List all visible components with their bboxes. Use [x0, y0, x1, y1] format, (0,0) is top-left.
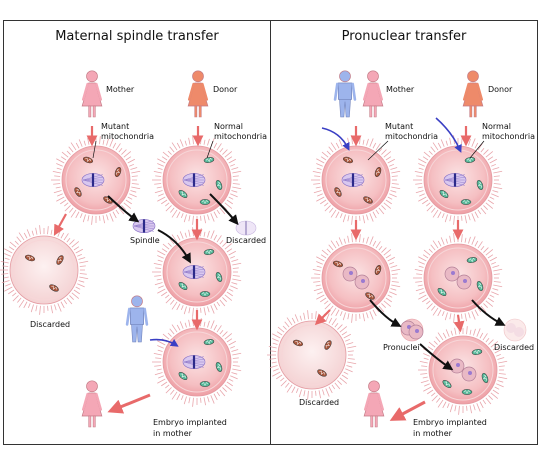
left-mother-figure [81, 70, 103, 118]
right-donor-zygote [413, 135, 503, 225]
right-mutant-label-2: mitochondria [385, 132, 438, 141]
right-mother-label: Mother [386, 85, 415, 94]
left-panel-title: Maternal spindle transfer [55, 29, 219, 44]
left-sperm-donor-figure [125, 295, 149, 343]
right-reconstructed-embryo [418, 325, 508, 415]
right-arrow-sperm-donor [435, 117, 462, 153]
left-arrow-discard [53, 213, 67, 236]
left-arrow-spindle-out [107, 195, 140, 223]
left-arrow-implant [107, 393, 151, 414]
right-arrow-implant [389, 400, 426, 421]
right-discarded-right-label: Discarded [494, 343, 534, 352]
left-donor-label: Donor [213, 85, 238, 94]
right-arrow-donor-pn-out [471, 299, 506, 326]
right-panel-title: Pronuclear transfer [342, 29, 467, 44]
left-mutant-label-2: mitochondria [101, 132, 154, 141]
right-mother-pronuclear [311, 233, 401, 323]
left-discarded-left-label: Discarded [30, 320, 70, 329]
left-reconstructed-oocyte [152, 227, 242, 317]
left-arrow-sperm [149, 338, 179, 347]
extracted-pronuclei [400, 318, 424, 342]
right-implanted-label-1: Embryo implanted [413, 418, 487, 427]
discarded-donor-pronuclei [503, 318, 527, 342]
right-mother-figure [362, 70, 384, 118]
right-arrow-pn-out [369, 299, 402, 327]
right-discarded-zygote [267, 310, 357, 400]
left-arrow-donor-spindle-out [209, 193, 239, 226]
right-arrow-sperm-mother [321, 127, 350, 151]
right-mutant-pointer [367, 140, 389, 161]
left-recipient-mother-figure [81, 380, 103, 428]
right-donor-pronuclear [413, 233, 503, 323]
left-implanted-label-2: in mother [153, 429, 193, 438]
extracted-spindle [132, 219, 156, 233]
left-implanted-label-1: Embryo implanted [153, 418, 227, 427]
left-mutant-label-1: Mutant [101, 122, 129, 131]
right-arrow-pn-in [419, 343, 454, 371]
right-father-figure [333, 70, 357, 118]
right-arrow-discard [314, 309, 331, 326]
left-mutant-pointer [92, 140, 97, 159]
left-normal-pointer [206, 140, 214, 159]
left-fertilised-embryo [152, 317, 242, 407]
left-mother-oocyte [51, 135, 141, 225]
left-discarded-right-label: Discarded [226, 236, 266, 245]
right-normal-pointer [469, 140, 485, 159]
right-panel-border [270, 20, 538, 445]
spindle-label: Spindle [130, 236, 160, 245]
right-mother-zygote [311, 135, 401, 225]
right-normal-label-2: mitochondria [482, 132, 535, 141]
discarded-donor-spindle [235, 220, 257, 236]
left-mother-label: Mother [106, 85, 135, 94]
right-recipient-mother-figure [363, 380, 385, 428]
left-arrow-spindle-in [157, 229, 191, 264]
right-mutant-label-1: Mutant [385, 122, 413, 131]
right-donor-figure [462, 70, 484, 118]
left-normal-label-1: Normal [214, 122, 243, 131]
right-normal-label-1: Normal [482, 122, 511, 131]
right-arrow-donor-to-embryo [453, 314, 465, 333]
right-implanted-label-2: in mother [413, 429, 453, 438]
left-normal-label-2: mitochondria [214, 132, 267, 141]
pronuclei-label: Pronuclei [383, 343, 420, 352]
left-donor-figure [187, 70, 209, 118]
left-discarded-oocyte [0, 225, 89, 315]
right-donor-label: Donor [488, 85, 513, 94]
right-discarded-left-label: Discarded [299, 398, 339, 407]
